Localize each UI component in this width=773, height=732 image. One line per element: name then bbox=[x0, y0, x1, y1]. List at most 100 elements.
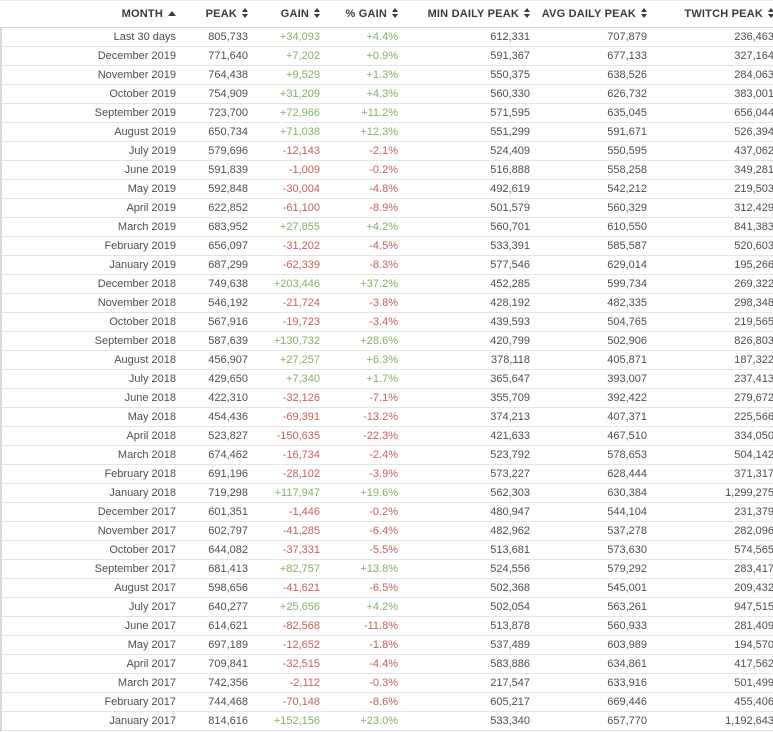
gain-cell: -19,723 bbox=[248, 312, 320, 332]
sort-both-icon bbox=[392, 8, 398, 19]
column-label: TWITCH PEAK bbox=[684, 8, 763, 20]
month-cell: July 2017 bbox=[0, 597, 176, 617]
gain-pct-cell: -22.3% bbox=[320, 426, 398, 446]
peak-cell: 644,082 bbox=[176, 540, 248, 560]
min-daily-peak-cell: 583,886 bbox=[398, 654, 530, 674]
min-daily-peak-cell: 523,792 bbox=[398, 445, 530, 465]
gain-cell: +82,757 bbox=[248, 559, 320, 579]
column-header-twitch-peak[interactable]: TWITCH PEAK bbox=[647, 1, 773, 28]
table-row: November 2017 602,797 -41,285 -6.4% 482,962 5… bbox=[0, 521, 773, 541]
avg-daily-peak-cell: 591,671 bbox=[530, 122, 647, 142]
table-row: May 2018 454,436 -69,391 -13.2% 374,213 407,3… bbox=[0, 407, 773, 427]
gain-pct-cell: +4.4% bbox=[320, 27, 398, 47]
peak-cell: 602,797 bbox=[176, 521, 248, 541]
column-header-month[interactable]: MONTH bbox=[1, 1, 176, 28]
table-row: August 2018 456,907 +27,257 +6.3% 378,118 405… bbox=[0, 350, 773, 370]
column-header-peak[interactable]: PEAK bbox=[176, 1, 248, 28]
avg-daily-peak-cell: 669,446 bbox=[530, 692, 647, 712]
gain-cell: +34,093 bbox=[248, 27, 320, 47]
table-row: August 2019 650,734 +71,038 +12.3% 551,299 59… bbox=[0, 122, 773, 142]
month-cell: February 2017 bbox=[0, 692, 176, 712]
peak-cell: 744,468 bbox=[176, 692, 248, 712]
gain-cell: +27,855 bbox=[248, 217, 320, 237]
month-cell: December 2018 bbox=[0, 274, 176, 294]
avg-daily-peak-cell: 630,384 bbox=[530, 483, 647, 503]
min-daily-peak-cell: 452,285 bbox=[398, 274, 530, 294]
peak-cell: 742,356 bbox=[176, 673, 248, 693]
min-daily-peak-cell: 374,213 bbox=[398, 407, 530, 427]
column-header-min-daily-peak[interactable]: MIN DAILY PEAK bbox=[398, 1, 530, 28]
table-row: April 2017 709,841 -32,515 -4.4% 583,886 634,… bbox=[0, 654, 773, 674]
avg-daily-peak-cell: 407,371 bbox=[530, 407, 647, 427]
gain-cell: -69,391 bbox=[248, 407, 320, 427]
avg-daily-peak-cell: 563,261 bbox=[530, 597, 647, 617]
peak-cell: 546,192 bbox=[176, 293, 248, 313]
sort-both-icon bbox=[242, 8, 248, 19]
table-row: May 2017 697,189 -12,652 -1.8% 537,489 603,98… bbox=[0, 635, 773, 655]
twitch-peak-cell: 219,503 bbox=[647, 179, 773, 199]
peak-cell: 805,733 bbox=[176, 27, 248, 47]
gain-cell: -41,621 bbox=[248, 578, 320, 598]
min-daily-peak-cell: 501,579 bbox=[398, 198, 530, 218]
avg-daily-peak-cell: 634,861 bbox=[530, 654, 647, 674]
peak-cell: 697,189 bbox=[176, 635, 248, 655]
gain-cell: -32,515 bbox=[248, 654, 320, 674]
avg-daily-peak-cell: 504,765 bbox=[530, 312, 647, 332]
table-row: July 2019 579,696 -12,143 -2.1% 524,409 550,5… bbox=[0, 141, 773, 161]
table-row: November 2018 546,192 -21,724 -3.8% 428,192 4… bbox=[0, 293, 773, 313]
twitch-peak-cell: 455,406 bbox=[647, 692, 773, 712]
gain-pct-cell: -0.2% bbox=[320, 502, 398, 522]
twitch-peak-cell: 349,281 bbox=[647, 160, 773, 180]
gain-pct-cell: +13.8% bbox=[320, 559, 398, 579]
column-header-gain[interactable]: % GAIN bbox=[320, 1, 398, 28]
gain-pct-cell: +1.7% bbox=[320, 369, 398, 389]
twitch-peak-cell: 520,603 bbox=[647, 236, 773, 256]
month-cell: March 2017 bbox=[0, 673, 176, 693]
month-cell: April 2019 bbox=[0, 198, 176, 218]
gain-cell: -28,102 bbox=[248, 464, 320, 484]
peak-cell: 764,438 bbox=[176, 65, 248, 85]
table-row: October 2017 644,082 -37,331 -5.5% 513,681 57… bbox=[0, 540, 773, 560]
peak-cell: 523,827 bbox=[176, 426, 248, 446]
min-daily-peak-cell: 428,192 bbox=[398, 293, 530, 313]
column-header-gain[interactable]: GAIN bbox=[248, 1, 320, 28]
twitch-peak-cell: 371,317 bbox=[647, 464, 773, 484]
peak-cell: 422,310 bbox=[176, 388, 248, 408]
avg-daily-peak-cell: 707,879 bbox=[530, 27, 647, 47]
month-cell: June 2017 bbox=[0, 616, 176, 636]
table-row: June 2018 422,310 -32,126 -7.1% 355,709 392,4… bbox=[0, 388, 773, 408]
min-daily-peak-cell: 560,330 bbox=[398, 84, 530, 104]
min-daily-peak-cell: 550,375 bbox=[398, 65, 530, 85]
gain-pct-cell: -1.8% bbox=[320, 635, 398, 655]
month-cell: August 2017 bbox=[0, 578, 176, 598]
gain-cell: -41,285 bbox=[248, 521, 320, 541]
peak-cell: 429,650 bbox=[176, 369, 248, 389]
table-row: April 2018 523,827 -150,635 -22.3% 421,633 46… bbox=[0, 426, 773, 446]
min-daily-peak-cell: 502,368 bbox=[398, 578, 530, 598]
avg-daily-peak-cell: 629,014 bbox=[530, 255, 647, 275]
table-row: January 2018 719,298 +117,947 +19.6% 562,303… bbox=[0, 483, 773, 503]
month-cell: May 2019 bbox=[0, 179, 176, 199]
twitch-peak-cell: 504,142 bbox=[647, 445, 773, 465]
peak-cell: 719,298 bbox=[176, 483, 248, 503]
twitch-peak-cell: 327,164 bbox=[647, 46, 773, 66]
month-cell: May 2017 bbox=[0, 635, 176, 655]
table-row: July 2018 429,650 +7,340 +1.7% 365,647 393,00… bbox=[0, 369, 773, 389]
gain-cell: +27,257 bbox=[248, 350, 320, 370]
avg-daily-peak-cell: 677,133 bbox=[530, 46, 647, 66]
gain-cell: -31,202 bbox=[248, 236, 320, 256]
column-header-avg-daily-peak[interactable]: AVG DAILY PEAK bbox=[530, 1, 647, 28]
min-daily-peak-cell: 562,303 bbox=[398, 483, 530, 503]
gain-pct-cell: +6.3% bbox=[320, 350, 398, 370]
min-daily-peak-cell: 524,556 bbox=[398, 559, 530, 579]
avg-daily-peak-cell: 544,104 bbox=[530, 502, 647, 522]
avg-daily-peak-cell: 502,906 bbox=[530, 331, 647, 351]
table-row: March 2017 742,356 -2,112 -0.3% 217,547 633,9… bbox=[0, 673, 773, 693]
avg-daily-peak-cell: 537,278 bbox=[530, 521, 647, 541]
column-label: MONTH bbox=[121, 8, 163, 20]
avg-daily-peak-cell: 633,916 bbox=[530, 673, 647, 693]
gain-pct-cell: +28.6% bbox=[320, 331, 398, 351]
peak-cell: 681,413 bbox=[176, 559, 248, 579]
min-daily-peak-cell: 421,633 bbox=[398, 426, 530, 446]
